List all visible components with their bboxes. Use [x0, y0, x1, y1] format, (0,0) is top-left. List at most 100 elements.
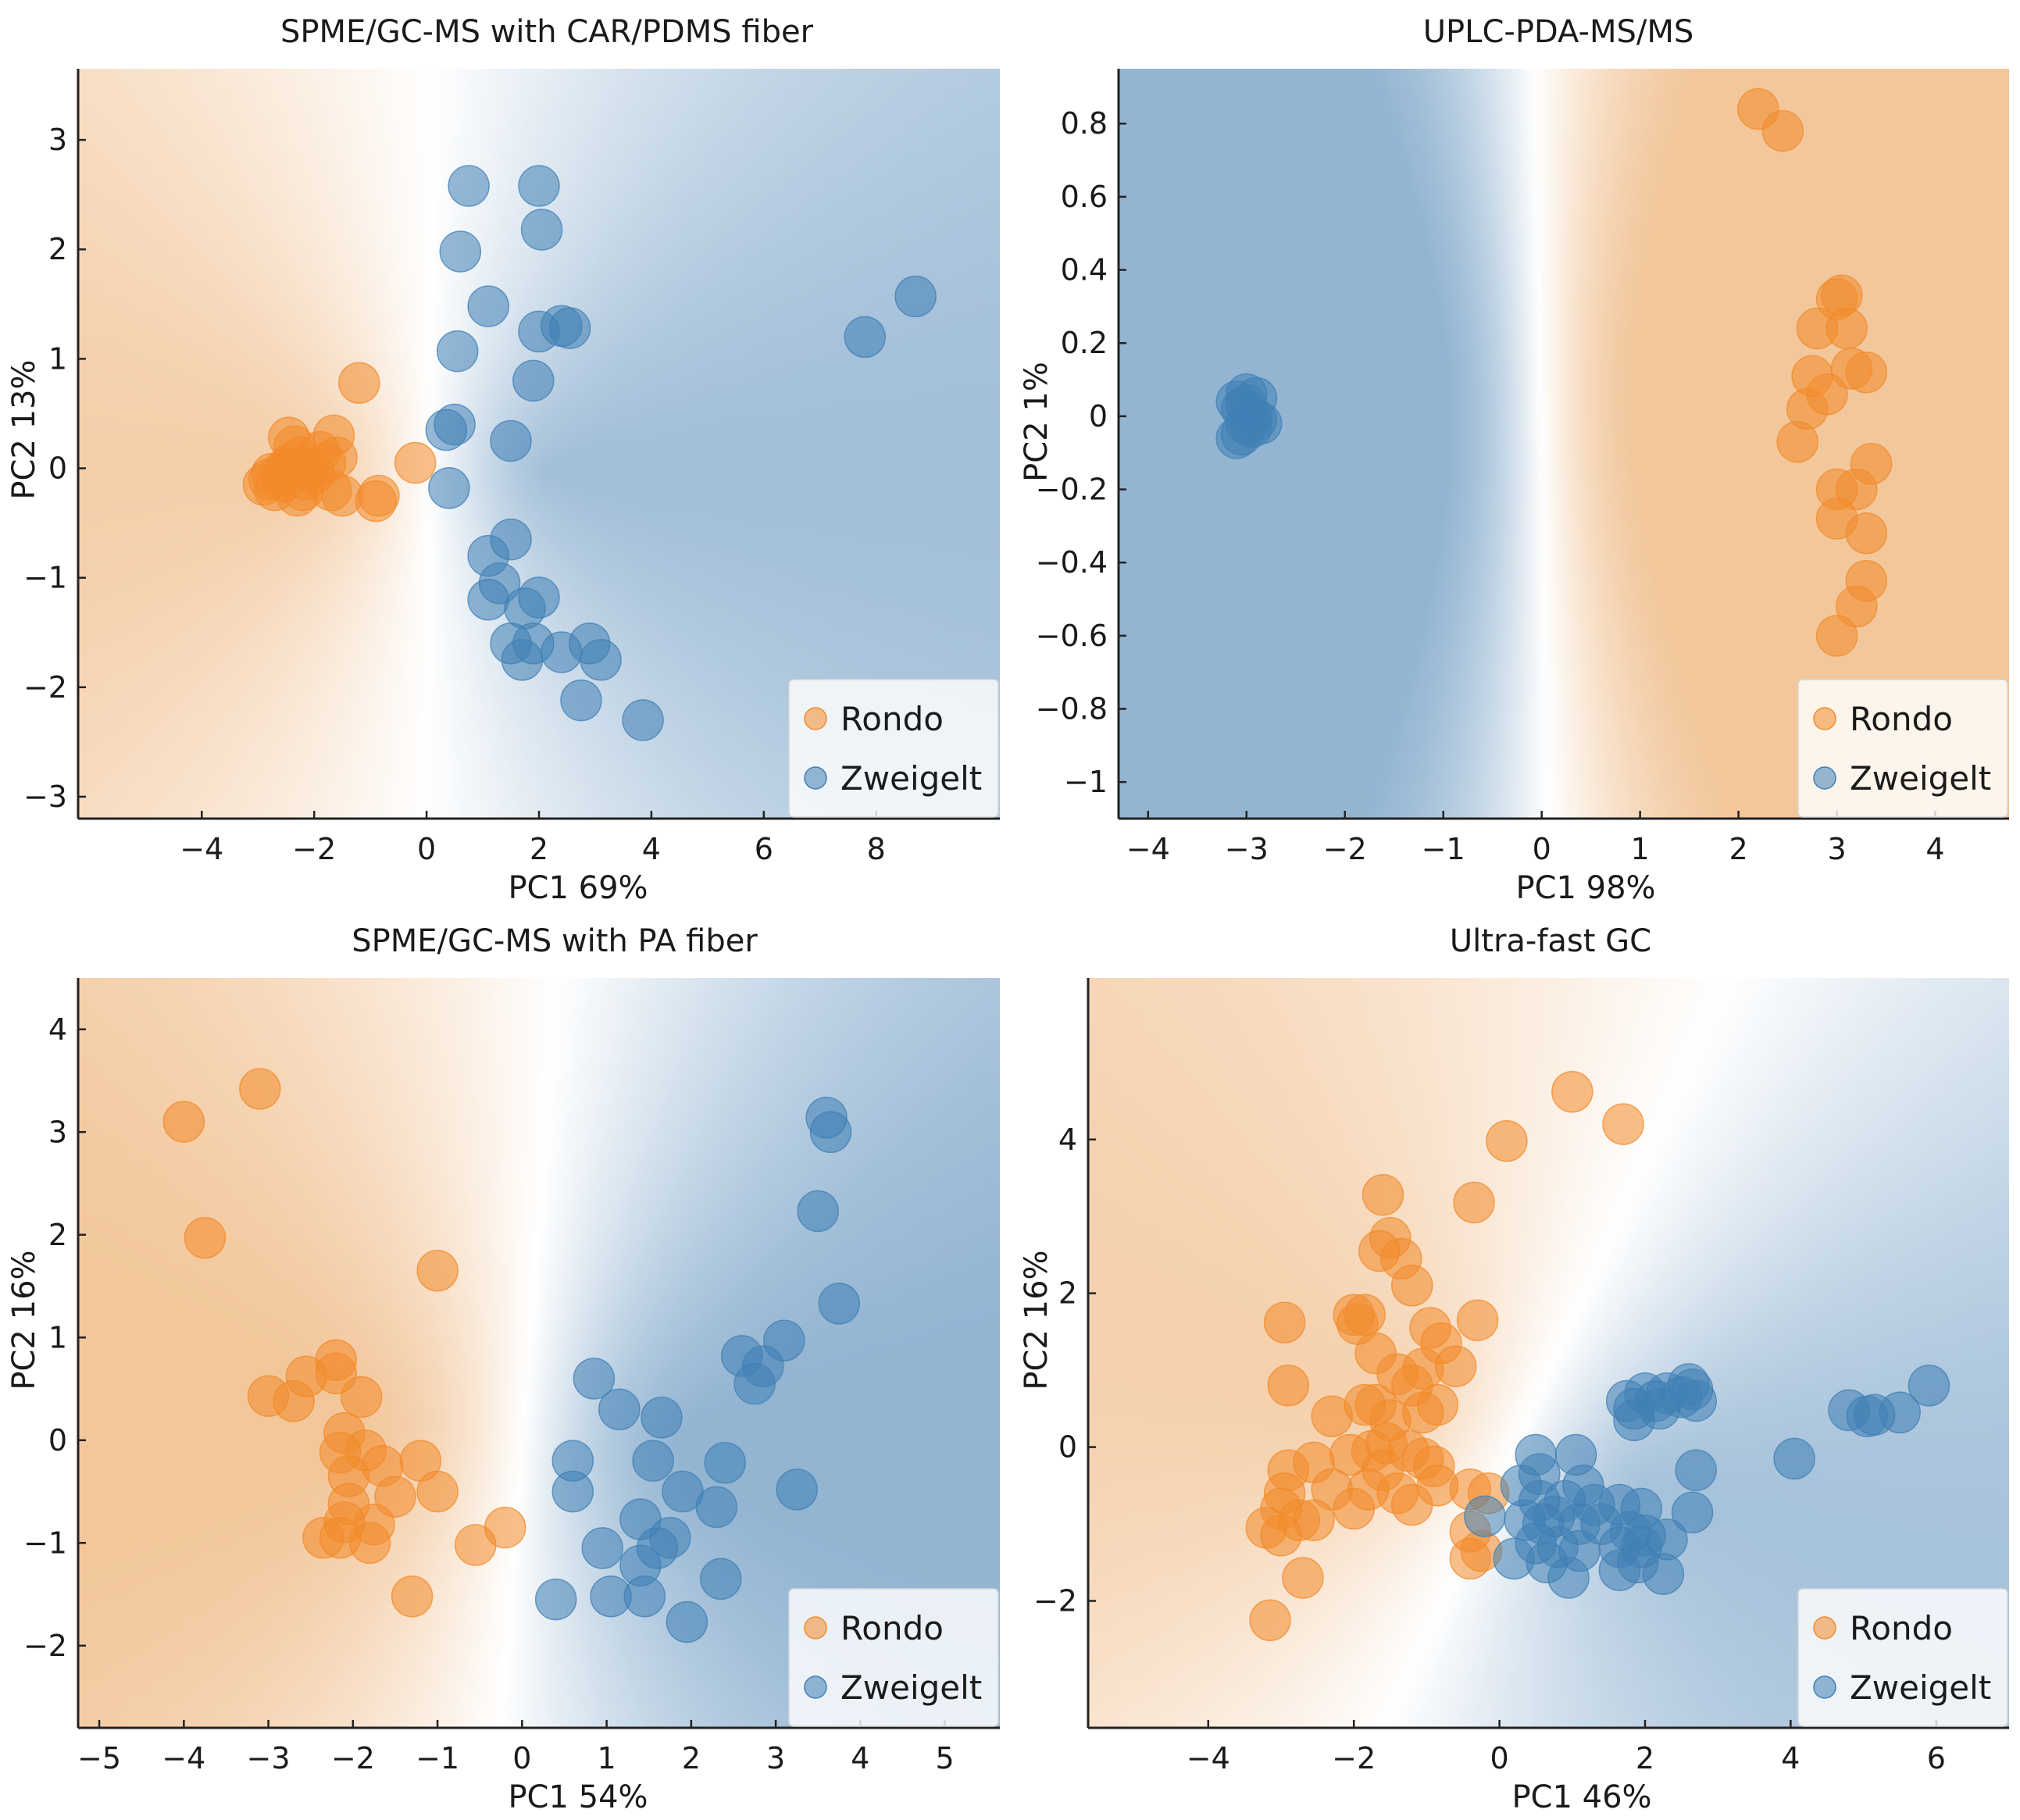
- point-rondo: [1434, 1345, 1477, 1387]
- legend-label-zweigelt: Zweigelt: [1850, 759, 1991, 798]
- point-zweigelt: [632, 1440, 674, 1482]
- point-rondo: [162, 1101, 205, 1143]
- panel-title: SPME/GC-MS with PA fiber: [352, 923, 758, 959]
- y-tick-label: 0.8: [1061, 106, 1108, 141]
- point-rondo: [1845, 351, 1888, 394]
- y-tick-label: −2: [23, 670, 67, 705]
- point-zweigelt: [1613, 1399, 1655, 1441]
- legend-marker-zweigelt: [804, 766, 827, 790]
- legend-label-rondo: Rondo: [1850, 1609, 1953, 1647]
- point-rondo: [1761, 109, 1804, 152]
- point-rondo: [1449, 1537, 1492, 1580]
- x-tick-label: −4: [1187, 1741, 1230, 1775]
- point-rondo: [312, 414, 355, 457]
- y-tick-label: 1: [48, 1320, 67, 1354]
- y-axis-label: PC2 1%: [1019, 362, 1055, 482]
- x-tick-label: 4: [1781, 1741, 1800, 1775]
- point-rondo: [1249, 1599, 1291, 1641]
- point-rondo: [1825, 307, 1868, 350]
- point-zweigelt: [548, 307, 591, 349]
- x-tick-label: −5: [77, 1741, 121, 1775]
- legend-label-rondo: Rondo: [840, 700, 944, 738]
- point-zweigelt: [894, 275, 937, 318]
- point-zweigelt: [641, 1397, 683, 1439]
- point-zweigelt: [1547, 1557, 1590, 1599]
- legend: Rondo Zweigelt: [1797, 1588, 2008, 1727]
- y-tick-label: 0: [48, 451, 67, 486]
- y-tick-label: 2: [1058, 1276, 1077, 1311]
- x-tick-label: 2: [1729, 832, 1747, 866]
- x-tick-label: 5: [936, 1741, 955, 1775]
- y-tick-label: 1: [48, 341, 67, 376]
- point-zweigelt: [551, 1470, 594, 1513]
- point-rondo: [348, 1522, 391, 1565]
- x-tick-label: 0: [417, 832, 436, 866]
- y-axis-label: PC2 13%: [6, 359, 42, 499]
- point-rondo: [1836, 585, 1878, 628]
- x-axis-label: PC1 98%: [1515, 870, 1655, 906]
- x-tick-label: 3: [1827, 832, 1846, 866]
- y-tick-label: −1: [1064, 765, 1108, 799]
- y-tick-label: 3: [48, 1115, 67, 1149]
- points-layer: [242, 165, 937, 741]
- x-tick-label: −4: [180, 832, 223, 866]
- point-rondo: [1602, 1103, 1644, 1145]
- y-tick-label: −0.6: [1036, 619, 1108, 653]
- legend-label-rondo: Rondo: [1850, 700, 1953, 738]
- point-rondo: [394, 441, 437, 484]
- point-rondo: [416, 1470, 459, 1513]
- point-rondo: [1260, 1515, 1302, 1557]
- y-tick-label: 3: [48, 123, 67, 157]
- y-tick-label: −2: [23, 1629, 67, 1663]
- point-zweigelt: [428, 467, 470, 509]
- legend-label-rondo: Rondo: [840, 1609, 944, 1647]
- y-tick-label: 0: [1089, 399, 1108, 434]
- point-rondo: [239, 1068, 281, 1110]
- x-tick-label: 0: [1533, 832, 1551, 866]
- y-tick-label: 4: [48, 1012, 67, 1047]
- point-zweigelt: [467, 578, 509, 621]
- legend-marker-rondo: [804, 1616, 827, 1640]
- point-zweigelt: [520, 209, 563, 251]
- legend-marker-zweigelt: [1813, 766, 1836, 790]
- point-zweigelt: [518, 165, 560, 207]
- point-rondo: [1362, 1449, 1404, 1491]
- point-zweigelt: [1908, 1365, 1950, 1407]
- point-rondo: [391, 1575, 434, 1618]
- point-rondo: [1263, 1301, 1306, 1344]
- point-zweigelt: [518, 576, 560, 619]
- point-rondo: [1267, 1365, 1310, 1407]
- y-tick-label: 0.4: [1061, 253, 1108, 287]
- point-zweigelt: [598, 1388, 641, 1431]
- point-zweigelt: [501, 639, 544, 681]
- y-tick-label: −2: [1033, 1584, 1077, 1618]
- point-zweigelt: [1464, 1495, 1506, 1537]
- point-zweigelt: [512, 359, 555, 402]
- point-zweigelt: [622, 699, 664, 741]
- point-zweigelt: [797, 1190, 839, 1233]
- x-tick-label: −2: [1332, 1741, 1376, 1775]
- point-rondo: [1401, 1391, 1444, 1434]
- y-tick-label: 0.2: [1061, 326, 1108, 360]
- points-layer: [1245, 1070, 1950, 1641]
- panel-pa: SPME/GC-MS with PA fiber PC1 54% PC2 16%…: [6, 923, 1000, 1815]
- point-zweigelt: [844, 316, 887, 359]
- x-tick-label: 3: [766, 1741, 785, 1775]
- y-tick-label: −0.2: [1036, 473, 1108, 507]
- point-zweigelt: [1598, 1549, 1641, 1591]
- point-zweigelt: [1675, 1449, 1717, 1491]
- panel-uplc: UPLC-PDA-MS/MS PC1 98% PC2 1% −4 −3 −2 −1 0 1…: [1019, 14, 2009, 906]
- point-zweigelt: [809, 1111, 852, 1154]
- x-tick-label: 6: [755, 832, 773, 866]
- point-rondo: [282, 469, 324, 512]
- point-rondo: [1836, 468, 1878, 511]
- points-layer: [162, 1068, 861, 1643]
- x-tick-label: 2: [530, 832, 548, 866]
- point-rondo: [1282, 1557, 1324, 1599]
- point-rondo: [484, 1506, 526, 1549]
- y-tick-label: 2: [48, 232, 67, 266]
- point-zweigelt: [580, 639, 622, 681]
- y-tick-label: 0.6: [1061, 180, 1108, 214]
- point-zweigelt: [695, 1486, 738, 1529]
